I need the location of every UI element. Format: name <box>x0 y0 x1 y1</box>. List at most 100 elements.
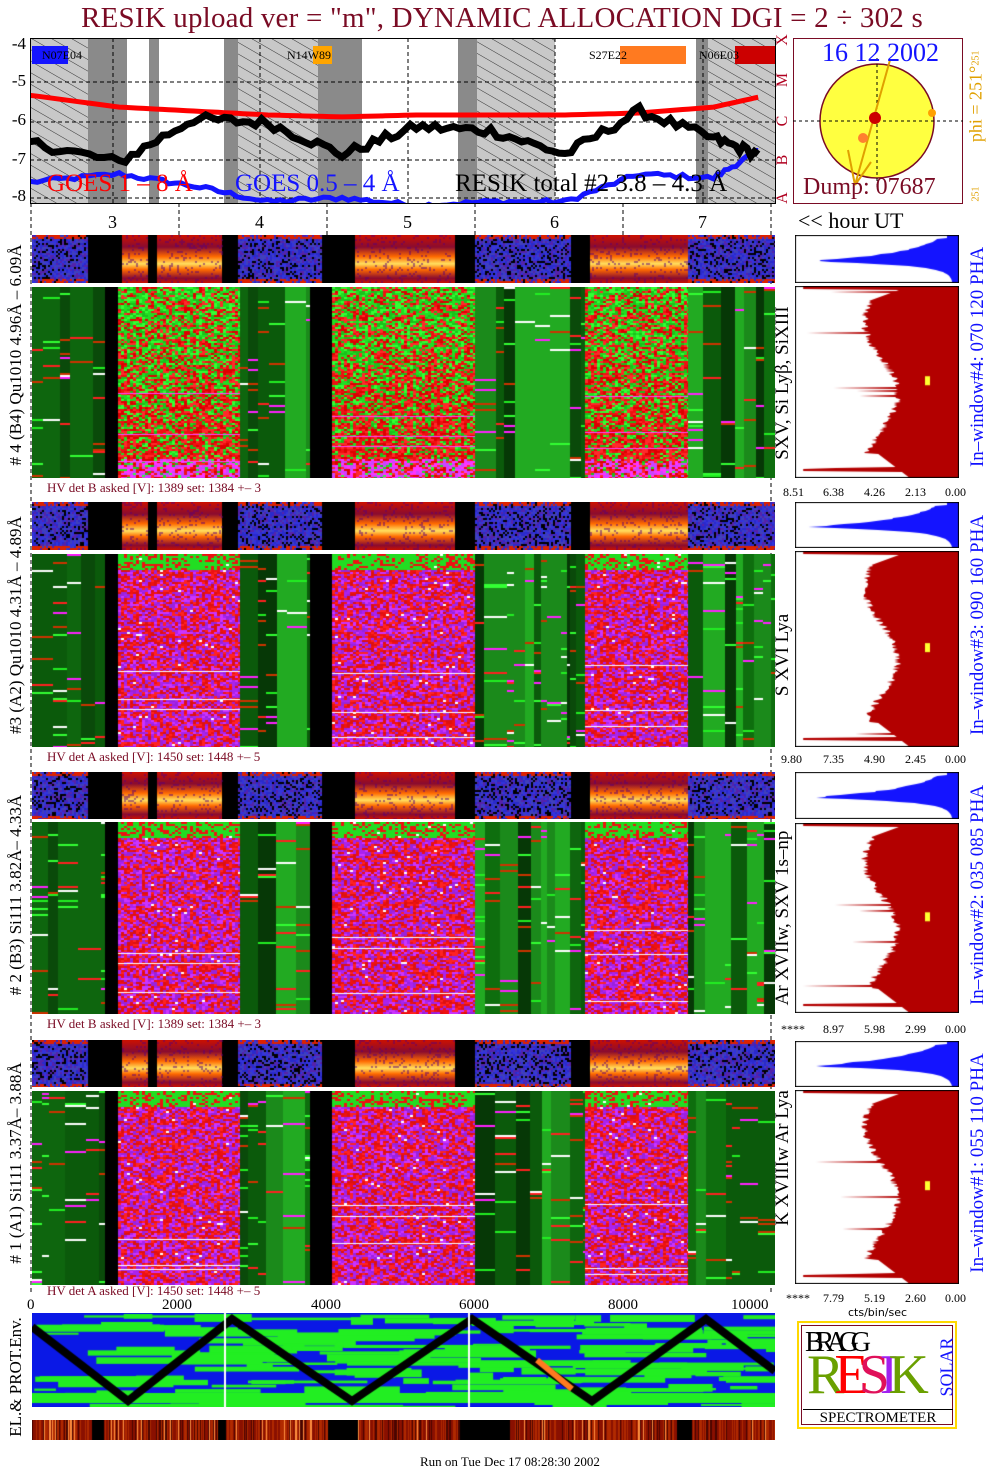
sun-position-panel <box>793 38 963 204</box>
hist-tick: 8.51 <box>783 485 804 499</box>
phi-label: phi = 251° <box>965 65 986 143</box>
pointer-line <box>847 149 856 186</box>
hour-label: 4 <box>255 212 264 232</box>
class-letter-x: X <box>774 34 791 46</box>
region-marker <box>928 109 936 117</box>
spectrogram-2 <box>32 822 775 1014</box>
detector-label-1: # 1 (A1) Si111 3.37Å– 3.88Å <box>6 1062 25 1264</box>
hist-tick: 2.45 <box>905 752 926 766</box>
hist-tick: 0.00 <box>945 1291 966 1305</box>
pha-histogram-2 <box>795 772 959 819</box>
y-tick: -5 <box>11 71 26 90</box>
class-letter-a: A <box>774 192 791 204</box>
y-tick: -8 <box>11 186 26 205</box>
detector-label-3: #3 (A2) Qu1010 4.31Å – 4.89Å <box>6 516 25 734</box>
region-marker <box>735 46 775 64</box>
legend-goes-short: GOES 0.5 – 4 Å <box>235 170 400 197</box>
region-marker <box>32 46 68 64</box>
sun-date: 16 12 2002 <box>822 38 939 67</box>
detector-label-4: # 4 (B4) Qu1010 4.96Å – 6.09Å <box>6 244 25 466</box>
hist-tick: **** <box>781 1022 805 1036</box>
y-tick: -7 <box>11 149 26 168</box>
goes-short-curve <box>30 147 759 204</box>
hist-tick: **** <box>786 1291 810 1305</box>
spectrogram-1 <box>32 1091 775 1285</box>
dump-number: Dump: 07687 <box>803 174 936 200</box>
hist-tick: 0.00 <box>945 485 966 499</box>
hv-status-3: HV det A asked [V]: 1450 set: 1448 +– 5 <box>47 749 261 764</box>
logo-spectrometer: SPECTROMETER <box>803 1409 953 1427</box>
region-marker <box>620 46 686 64</box>
line-label-3: S XVI Lya <box>772 613 793 697</box>
count-rate-strip <box>32 1420 775 1440</box>
spectrogram-summary-4 <box>32 235 775 283</box>
hour-label: 7 <box>698 212 707 232</box>
region-marker <box>313 46 332 64</box>
detector-label-2: # 2 (B3) Si111 3.82Å– 4.33Å <box>6 794 25 996</box>
class-letter-m: M <box>774 72 791 88</box>
logo-solar: SOLAR <box>936 1337 957 1397</box>
phi-small-bottom: 251 <box>970 186 982 202</box>
class-letter-b: B <box>774 154 791 166</box>
line-label-2: Ar XVIIw, SXV 1s–np <box>772 830 793 1006</box>
phi-small-top: 251 <box>970 50 982 66</box>
pointer-line <box>854 161 872 186</box>
hv-status-2: HV det B asked [V]: 1389 set: 1384 +– 3 <box>47 1016 261 1031</box>
hist-tick: 5.98 <box>864 1022 885 1036</box>
hv-status-1: HV det A asked [V]: 1450 set: 1448 +– 5 <box>47 1283 261 1298</box>
region-label: S27E22 <box>589 48 628 62</box>
spectrogram-3 <box>32 554 775 747</box>
spectrum-histogram-4 <box>795 286 959 478</box>
hist-tick: 2.99 <box>905 1022 926 1036</box>
x-tick: 0 <box>27 1297 35 1313</box>
spectrum-histogram-3 <box>795 551 959 747</box>
env-label: EL.& PROT.Env. <box>6 1317 25 1437</box>
hist-tick: 7.35 <box>823 752 844 766</box>
region-label: N06E03 <box>699 48 739 62</box>
x-tick: 2000 <box>162 1297 192 1313</box>
plot-title: RESIK upload ver = "m", DYNAMIC ALLOCATI… <box>81 2 923 34</box>
plot-frame <box>30 38 776 204</box>
spectrum-histogram-2 <box>795 823 959 1013</box>
legend-resik: RESIK total #2 3.8 – 4.3 Å <box>455 170 728 197</box>
saa-band <box>149 38 159 204</box>
hist-tick: 6.38 <box>823 485 844 499</box>
hist-tick: 8.97 <box>823 1022 844 1036</box>
saa-band <box>696 38 708 204</box>
logo-resik: RESIK <box>807 1344 929 1406</box>
spectrogram-summary-2 <box>32 772 775 819</box>
run-timestamp: Run on Tue Dec 17 08:28:30 2002 <box>420 1454 600 1469</box>
goes-long-curve <box>30 92 759 120</box>
hour-label: 6 <box>550 212 559 232</box>
spectrum-histogram-1 <box>795 1090 959 1284</box>
saa-band <box>458 38 477 204</box>
hist-tick: 5.19 <box>864 1291 885 1305</box>
region-label: N14W89 <box>287 48 331 62</box>
logo-bragg: BRAGG <box>805 1327 871 1358</box>
spectrogram-4 <box>32 287 775 478</box>
eclipse-band <box>477 38 555 204</box>
hour-ut-label: << hour UT <box>798 208 904 233</box>
hist-tick: 4.90 <box>864 752 885 766</box>
x-tick: 6000 <box>459 1297 489 1313</box>
resik-curve <box>30 101 761 167</box>
spectrogram-summary-3 <box>32 502 775 550</box>
pha-histogram-3 <box>795 502 959 548</box>
hv-status-4: HV det B asked [V]: 1389 set: 1384 +– 3 <box>47 480 261 495</box>
hour-label: 3 <box>108 212 117 232</box>
saa-band <box>318 38 362 204</box>
light-curve-panel <box>30 38 776 204</box>
x-tick: 8000 <box>608 1297 638 1313</box>
window-label-4: In–window#4: 070 120 PHA <box>967 246 988 468</box>
hist-tick: 2.13 <box>905 485 926 499</box>
line-label-4: SXV, Si Lyβ, SiXIII <box>772 306 793 460</box>
y-tick: -4 <box>11 34 26 53</box>
resik-logo: BRAGG RESIK SOLAR SPECTROMETER <box>797 1321 957 1429</box>
window-label-3: In–window#3: 090 160 PHA <box>967 514 988 736</box>
hist-tick: 9.80 <box>781 752 802 766</box>
hist-unit-label: cts/bin/sec <box>848 1306 908 1319</box>
pointing-marker <box>869 112 881 124</box>
x-tick: 10000 <box>731 1297 769 1313</box>
window-label-2: In–window#2: 035 085 PHA <box>967 784 988 1006</box>
